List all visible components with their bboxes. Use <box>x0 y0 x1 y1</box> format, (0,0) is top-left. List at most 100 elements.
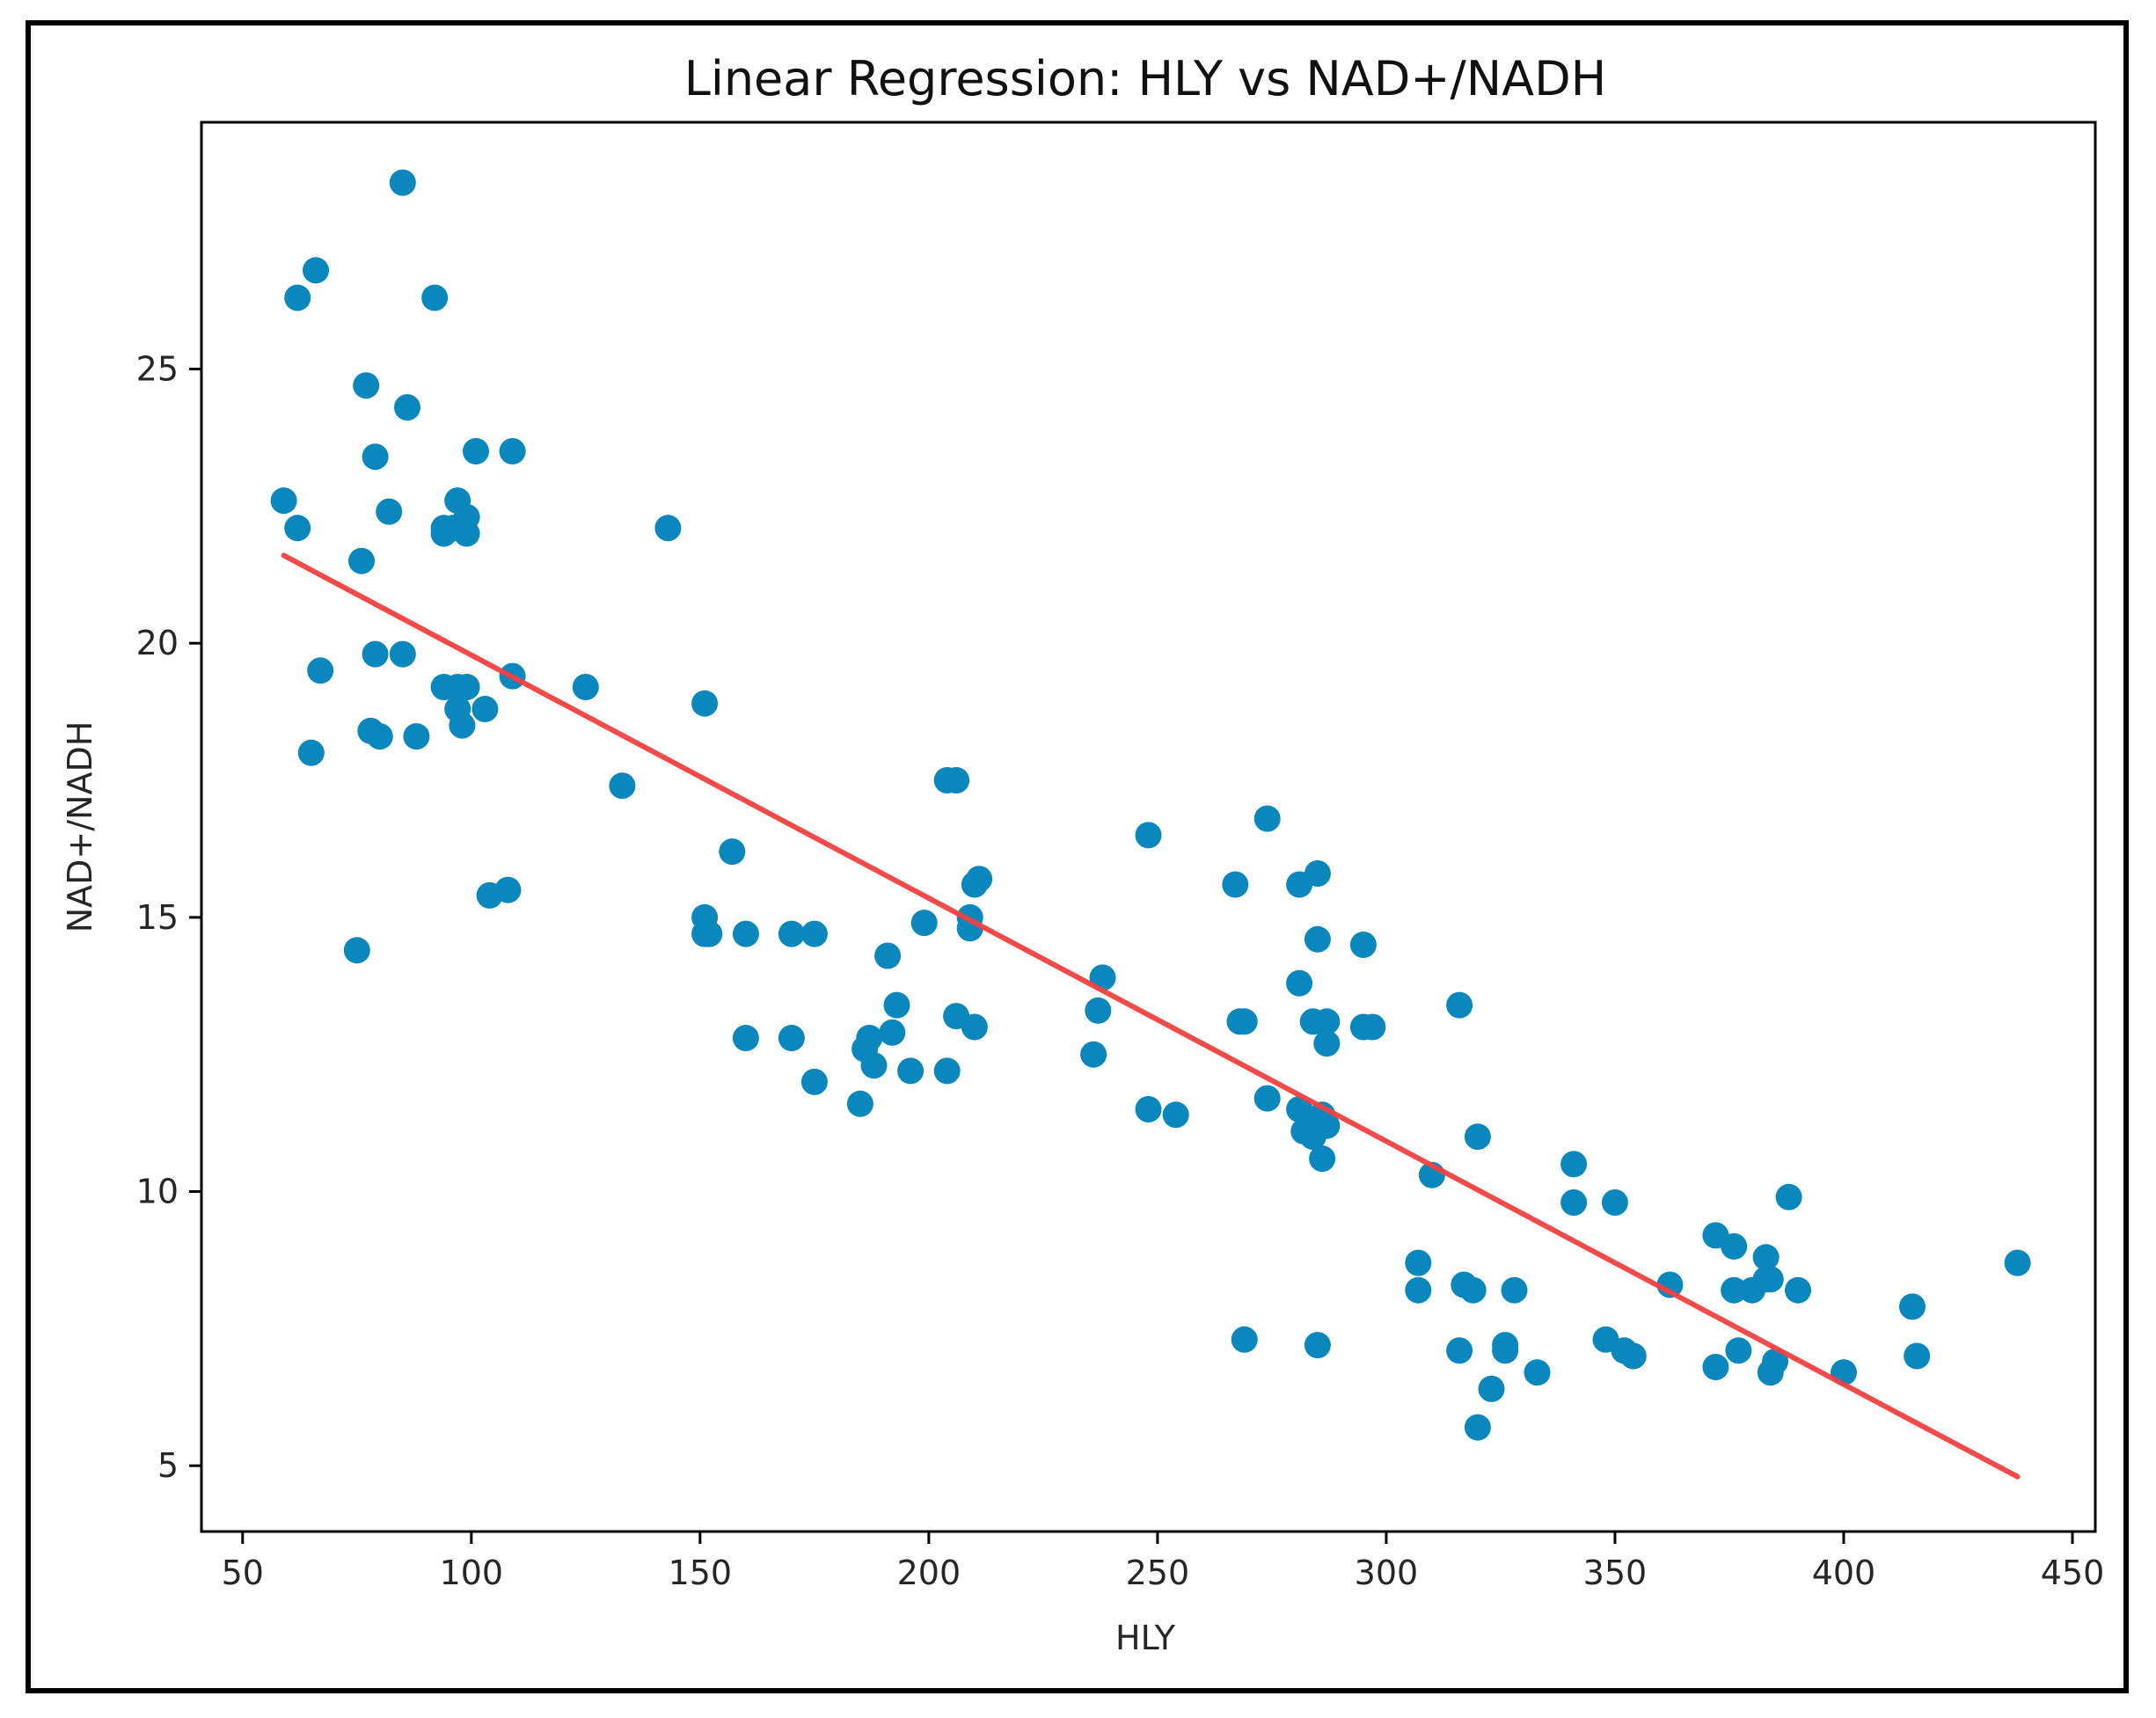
scatter-point <box>572 674 599 700</box>
x-tick-label: 300 <box>1355 1554 1419 1592</box>
scatter-point <box>453 520 480 547</box>
scatter-point <box>874 942 902 969</box>
scatter-point <box>856 1025 883 1051</box>
scatter-point <box>1721 1276 1748 1304</box>
scatter-point <box>1349 932 1377 958</box>
scatter-point <box>1785 1276 1811 1304</box>
x-axis-label: HLY <box>1115 1619 1176 1657</box>
scatter-point <box>1304 1332 1331 1359</box>
regression-line <box>281 552 2021 1480</box>
scatter-point <box>403 723 430 750</box>
scatter-point <box>494 876 522 903</box>
plot-border <box>200 121 2097 1533</box>
y-tick-label: 15 <box>136 898 179 937</box>
scatter-point <box>1231 1008 1258 1035</box>
scatter-point <box>732 1025 759 1051</box>
scatter-point <box>654 515 682 542</box>
scatter-point <box>1135 1096 1162 1122</box>
x-tick-label: 450 <box>2041 1554 2105 1592</box>
scatter-point <box>1253 1085 1281 1112</box>
x-tick-label: 400 <box>1812 1554 1876 1592</box>
scatter-point <box>1085 997 1112 1024</box>
scatter-point <box>1524 1359 1551 1386</box>
scatter-point <box>394 394 420 421</box>
scatter-point <box>343 937 370 964</box>
scatter-point <box>696 920 723 947</box>
scatter-point <box>933 1057 961 1085</box>
x-tick-label: 150 <box>669 1554 733 1592</box>
y-tick-label: 20 <box>136 624 179 662</box>
scatter-point <box>732 920 759 947</box>
scatter-point <box>1253 805 1281 832</box>
scatter-point <box>1286 1096 1313 1122</box>
x-tick-label: 350 <box>1583 1554 1648 1592</box>
scatter-point <box>1752 1244 1780 1271</box>
scatter-point <box>1478 1375 1505 1402</box>
scatter-point <box>1162 1101 1189 1129</box>
scatter-point <box>1309 1145 1336 1173</box>
scatter-point <box>453 674 480 700</box>
x-tick-label: 50 <box>222 1554 264 1592</box>
scatter-point <box>449 712 476 739</box>
axes: 50 100 150 200 250 300 350 400 450 5 10 15 20 25 <box>136 350 2105 1592</box>
scatter-point <box>284 515 311 542</box>
x-tick-label: 250 <box>1126 1554 1190 1592</box>
scatter-point <box>800 920 828 947</box>
scatter-point <box>1446 1337 1473 1364</box>
scatter-point <box>897 1057 925 1085</box>
scatter-point <box>1560 1151 1588 1178</box>
scatter-point <box>883 991 910 1019</box>
scatter-point <box>719 838 746 866</box>
chart-frame <box>26 20 2129 1693</box>
plot-area <box>270 169 2031 1480</box>
scatter-point <box>366 723 393 750</box>
scatter-point <box>1359 1013 1386 1041</box>
scatter-point <box>1459 1276 1487 1304</box>
scatter-point <box>1405 1276 1432 1304</box>
scatter-point <box>879 1019 906 1046</box>
scatter-point <box>362 443 389 471</box>
x-tick-label: 200 <box>897 1554 961 1592</box>
scatter-point <box>1721 1232 1748 1260</box>
scatter-point <box>1492 1337 1519 1364</box>
scatter-point <box>376 498 403 525</box>
y-tick-label: 5 <box>157 1446 179 1485</box>
scatter-point <box>1560 1189 1588 1216</box>
scatter-point <box>1313 1008 1341 1035</box>
scatter-point <box>463 438 489 464</box>
scatter-point <box>860 1052 888 1079</box>
scatter-point <box>348 547 375 574</box>
scatter-point <box>1757 1266 1784 1293</box>
scatter-point <box>966 866 993 893</box>
scatter-point <box>1304 860 1331 887</box>
x-tick-label: 100 <box>440 1554 504 1592</box>
scatter-point <box>1231 1326 1258 1353</box>
scatter-point <box>389 640 416 668</box>
scatter-point <box>1464 1414 1491 1441</box>
scatter-point <box>1222 871 1249 898</box>
scatter-point <box>943 767 970 793</box>
scatter-point <box>353 372 380 399</box>
scatter-point <box>1619 1342 1647 1370</box>
scatter-point <box>270 487 297 515</box>
scatter-point <box>1762 1348 1788 1375</box>
y-axis-label: NAD+/NADH <box>61 721 99 933</box>
scatter-point <box>1775 1183 1802 1210</box>
scatter-point <box>1904 1342 1931 1370</box>
y-tick-label: 25 <box>136 350 179 389</box>
scatter-point <box>1313 1112 1341 1139</box>
scatter-point <box>389 169 416 196</box>
scatter-point <box>284 284 311 311</box>
y-tick-label: 10 <box>136 1173 179 1211</box>
chart-title: Linear Regression: HLY vs NAD+/NADH <box>684 51 1607 106</box>
scatter-point <box>1405 1249 1432 1276</box>
scatter-point <box>1313 1030 1341 1057</box>
scatter-point <box>1080 1041 1107 1068</box>
scatter-point <box>1899 1293 1926 1320</box>
scatter-point <box>1725 1337 1752 1364</box>
scatter-point <box>778 1025 805 1051</box>
scatter-point <box>691 690 719 717</box>
scatter-point <box>800 1068 828 1095</box>
scatter-point <box>846 1090 873 1117</box>
